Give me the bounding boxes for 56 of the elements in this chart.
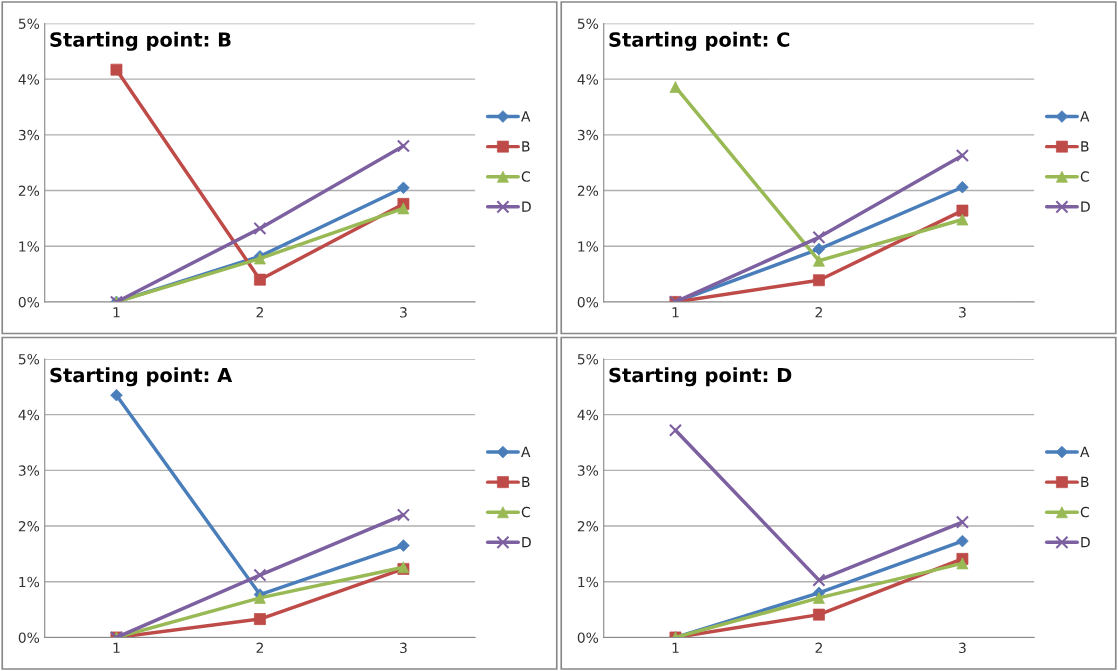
x-tick-label: 3 [400,642,407,654]
legend-label: D [1081,201,1090,212]
x-tick-label: 1 [672,307,679,318]
x-tick-label: 3 [959,642,966,654]
chart-title: Starting point: C [609,31,790,51]
legend-label: B [1081,476,1089,487]
y-tick-label: 5% [18,353,40,365]
y-tick-label: 0% [577,296,599,308]
y-tick-label: 5% [18,18,40,29]
y-tick-label: 3% [18,129,40,141]
x-tick-label: 2 [256,307,263,318]
x-tick-label: 1 [113,642,120,653]
y-tick-label: 2% [18,185,40,197]
x-tick-label: 2 [256,642,263,653]
legend-label: A [1080,446,1090,457]
y-tick-label: 3% [18,465,40,476]
legend-label: B [522,141,530,152]
y-tick-label: 0% [18,296,40,308]
legend-label: C [521,171,530,182]
y-tick-label: 2% [577,521,599,532]
legend-label: D [522,201,531,212]
y-tick-label: 4% [577,409,599,421]
legend-label: A [521,111,531,122]
y-tick-label: 0% [577,632,599,643]
y-tick-label: 1% [19,241,40,252]
legend-label: D [1081,537,1090,548]
chart-title: Starting point: A [50,367,233,387]
chart-title: Starting point: B [50,31,231,51]
legend-label: C [1080,171,1089,182]
y-tick-label: 5% [577,353,599,365]
y-tick-label: 4% [18,74,40,85]
y-tick-label: 1% [578,576,599,588]
legend-label: D [522,537,531,548]
y-tick-label: 3% [577,129,599,141]
legend-label: C [521,506,530,518]
y-tick-label: 4% [577,74,599,85]
y-tick-label: 0% [18,632,40,643]
y-tick-label: 2% [577,185,599,197]
legend-label: B [1081,141,1089,152]
legend-label: A [1080,111,1090,122]
y-tick-label: 1% [578,241,599,252]
x-tick-label: 2 [815,307,822,318]
legend-label: C [1080,506,1089,518]
y-tick-label: 2% [18,521,40,532]
chart-title: Starting point: D [609,367,792,387]
x-tick-label: 1 [113,307,120,318]
x-tick-label: 3 [959,307,966,318]
x-tick-label: 3 [400,307,407,318]
y-tick-label: 3% [577,465,599,476]
legend-label: B [522,476,530,487]
y-tick-label: 1% [19,576,40,588]
y-tick-label: 4% [18,409,40,421]
x-tick-label: 2 [815,642,822,653]
y-tick-label: 5% [577,18,599,29]
x-tick-label: 1 [672,642,679,653]
legend-label: A [521,446,531,457]
